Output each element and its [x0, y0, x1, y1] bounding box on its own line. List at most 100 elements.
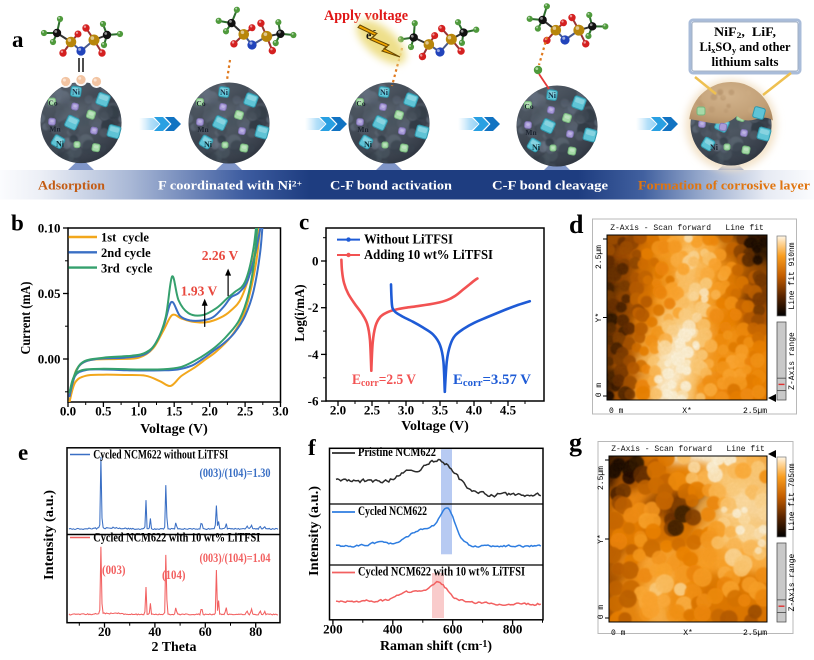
- svg-text:2.5µm: 2.5µm: [597, 466, 606, 490]
- svg-text:Line fit 705nm: Line fit 705nm: [788, 463, 797, 530]
- svg-text:Z-Axis range: Z-Axis range: [788, 332, 797, 390]
- svg-text:Y*: Y*: [595, 313, 604, 323]
- svg-text:Raman shift (cm-1): Raman shift (cm-1): [380, 638, 492, 654]
- svg-text:0.0: 0.0: [60, 404, 76, 419]
- svg-text:1.93 V: 1.93 V: [181, 284, 218, 299]
- svg-text:0.10: 0.10: [38, 221, 61, 236]
- svg-text:g: g: [569, 428, 582, 457]
- svg-text:Ni: Ni: [532, 143, 541, 152]
- svg-text:C-F bond cleavage: C-F bond cleavage: [492, 178, 608, 193]
- svg-text:Adding 10 wt% LiTFSI: Adding 10 wt% LiTFSI: [364, 247, 493, 262]
- svg-text:Ni: Ni: [710, 143, 719, 152]
- svg-text:3.5: 3.5: [432, 403, 449, 418]
- svg-text:Voltage (V): Voltage (V): [401, 419, 469, 434]
- svg-text:600: 600: [443, 621, 463, 636]
- svg-text:c: c: [299, 210, 309, 235]
- svg-text:Ni: Ni: [548, 91, 557, 100]
- svg-text:40: 40: [148, 624, 161, 639]
- svg-text:Pristine NCM622: Pristine NCM622: [358, 445, 436, 459]
- svg-text:F coordinated with Ni2+: F coordinated with Ni 2+: [158, 178, 302, 193]
- svg-text:Cycled NCM622 with 10 wt% LiTF: Cycled NCM622 with 10 wt% LiTFSI: [358, 564, 525, 578]
- svg-text:Co: Co: [196, 99, 205, 108]
- svg-text:Mn: Mn: [49, 125, 61, 134]
- svg-text:0.5: 0.5: [95, 404, 112, 419]
- svg-text:Intensity (a.u.): Intensity (a.u.): [42, 490, 57, 580]
- svg-text:-6: -6: [308, 394, 319, 409]
- svg-text:Ni: Ni: [204, 140, 213, 149]
- svg-text:e: e: [18, 440, 28, 465]
- svg-text:2.5: 2.5: [364, 403, 381, 418]
- svg-text:60: 60: [199, 624, 212, 639]
- svg-text:1st cycle: 1st cycle: [101, 231, 149, 245]
- svg-text:Mn: Mn: [197, 125, 209, 134]
- svg-text:2.5µm: 2.5µm: [743, 629, 767, 638]
- svg-text:0.00: 0.00: [38, 352, 61, 367]
- svg-text:1.0: 1.0: [131, 404, 147, 419]
- svg-text:0 m: 0 m: [597, 605, 606, 620]
- svg-text:Y*: Y*: [597, 534, 606, 544]
- svg-text:X*: X*: [683, 629, 693, 638]
- svg-text:f: f: [308, 435, 316, 460]
- svg-text:e: e: [366, 28, 372, 42]
- svg-text:b: b: [11, 211, 24, 236]
- svg-text:Ni: Ni: [364, 140, 373, 149]
- svg-text:Ni: Ni: [56, 140, 65, 149]
- svg-text:2nd cycle: 2nd cycle: [101, 246, 151, 260]
- svg-text:Co: Co: [356, 99, 365, 108]
- svg-text:2.5µm: 2.5µm: [595, 245, 604, 269]
- svg-text:2.26 V: 2.26 V: [202, 248, 239, 263]
- svg-text:3.0: 3.0: [272, 404, 288, 419]
- svg-text:0 m: 0 m: [595, 383, 604, 398]
- svg-text:C-F bond activation: C-F bond activation: [330, 178, 453, 193]
- svg-text:Cycled NCM622 with 10 wt% LiTF: Cycled NCM622 with 10 wt% LiTFSI: [93, 530, 260, 544]
- svg-text:d: d: [569, 210, 584, 239]
- svg-text:200: 200: [323, 621, 343, 636]
- svg-text:1.5: 1.5: [166, 404, 183, 419]
- svg-text:2.5µm: 2.5µm: [743, 407, 767, 416]
- svg-text:0.05: 0.05: [38, 286, 61, 301]
- svg-text:LixSOy and other: LixSOy and other: [700, 40, 791, 55]
- svg-text:3.0: 3.0: [398, 403, 414, 418]
- svg-text:Z-Axis range: Z-Axis range: [788, 553, 797, 611]
- svg-text:(003): (003): [102, 563, 126, 577]
- svg-text:a: a: [12, 27, 24, 52]
- svg-text:Z-Axis - Scan forward Line f: Z-Axis - Scan forward Line fit: [610, 224, 764, 233]
- svg-text:2.0: 2.0: [330, 403, 346, 418]
- svg-text:0 m: 0 m: [611, 629, 626, 638]
- svg-text:Voltage (V): Voltage (V): [140, 422, 208, 437]
- svg-text:Ecorr=2.5 V: Ecorr=2.5 V: [352, 372, 416, 389]
- svg-text:800: 800: [503, 621, 523, 636]
- svg-text:lithium salts: lithium salts: [712, 55, 779, 69]
- svg-text:Cycled NCM622 without LiTFSI: Cycled NCM622 without LiTFSI: [93, 447, 228, 461]
- svg-text:-4: -4: [308, 347, 319, 362]
- svg-text:X*: X*: [682, 407, 692, 416]
- svg-text:80: 80: [249, 624, 262, 639]
- svg-text:Ecorr=3.57 V: Ecorr=3.57 V: [453, 372, 532, 389]
- svg-text:Ni: Ni: [72, 88, 81, 97]
- svg-text:Mn: Mn: [525, 128, 537, 137]
- svg-text:(003)/(104)=1.04: (003)/(104)=1.04: [200, 550, 271, 565]
- svg-text:Mn: Mn: [357, 125, 369, 134]
- svg-text:400: 400: [383, 621, 403, 636]
- svg-text:2.5: 2.5: [237, 404, 254, 419]
- svg-text:(104): (104): [162, 568, 186, 582]
- svg-text:4.0: 4.0: [466, 403, 482, 418]
- svg-text:Line fit 910nm: Line fit 910nm: [788, 242, 797, 309]
- svg-text:0: 0: [312, 254, 319, 269]
- svg-text:Without LiTFSI: Without LiTFSI: [364, 231, 453, 246]
- svg-text:2 Theta: 2 Theta: [152, 640, 197, 655]
- svg-text:4.5: 4.5: [500, 403, 517, 418]
- svg-text:Cycled NCM622: Cycled NCM622: [358, 504, 427, 518]
- svg-text:(003)/(104)=1.30: (003)/(104)=1.30: [200, 465, 271, 480]
- svg-text:Apply voltage: Apply voltage: [324, 8, 408, 24]
- svg-text:20: 20: [98, 624, 111, 639]
- svg-text:Ni: Ni: [220, 88, 229, 97]
- svg-text:-: -: [373, 25, 376, 35]
- svg-text:Ni: Ni: [380, 88, 389, 97]
- svg-text:-2: -2: [308, 300, 319, 315]
- svg-text:0 m: 0 m: [609, 407, 624, 416]
- svg-text:Log(i/mA): Log(i/mA): [293, 284, 308, 341]
- svg-text:3rd cycle: 3rd cycle: [101, 261, 153, 275]
- svg-text:Current (mA): Current (mA): [19, 281, 34, 354]
